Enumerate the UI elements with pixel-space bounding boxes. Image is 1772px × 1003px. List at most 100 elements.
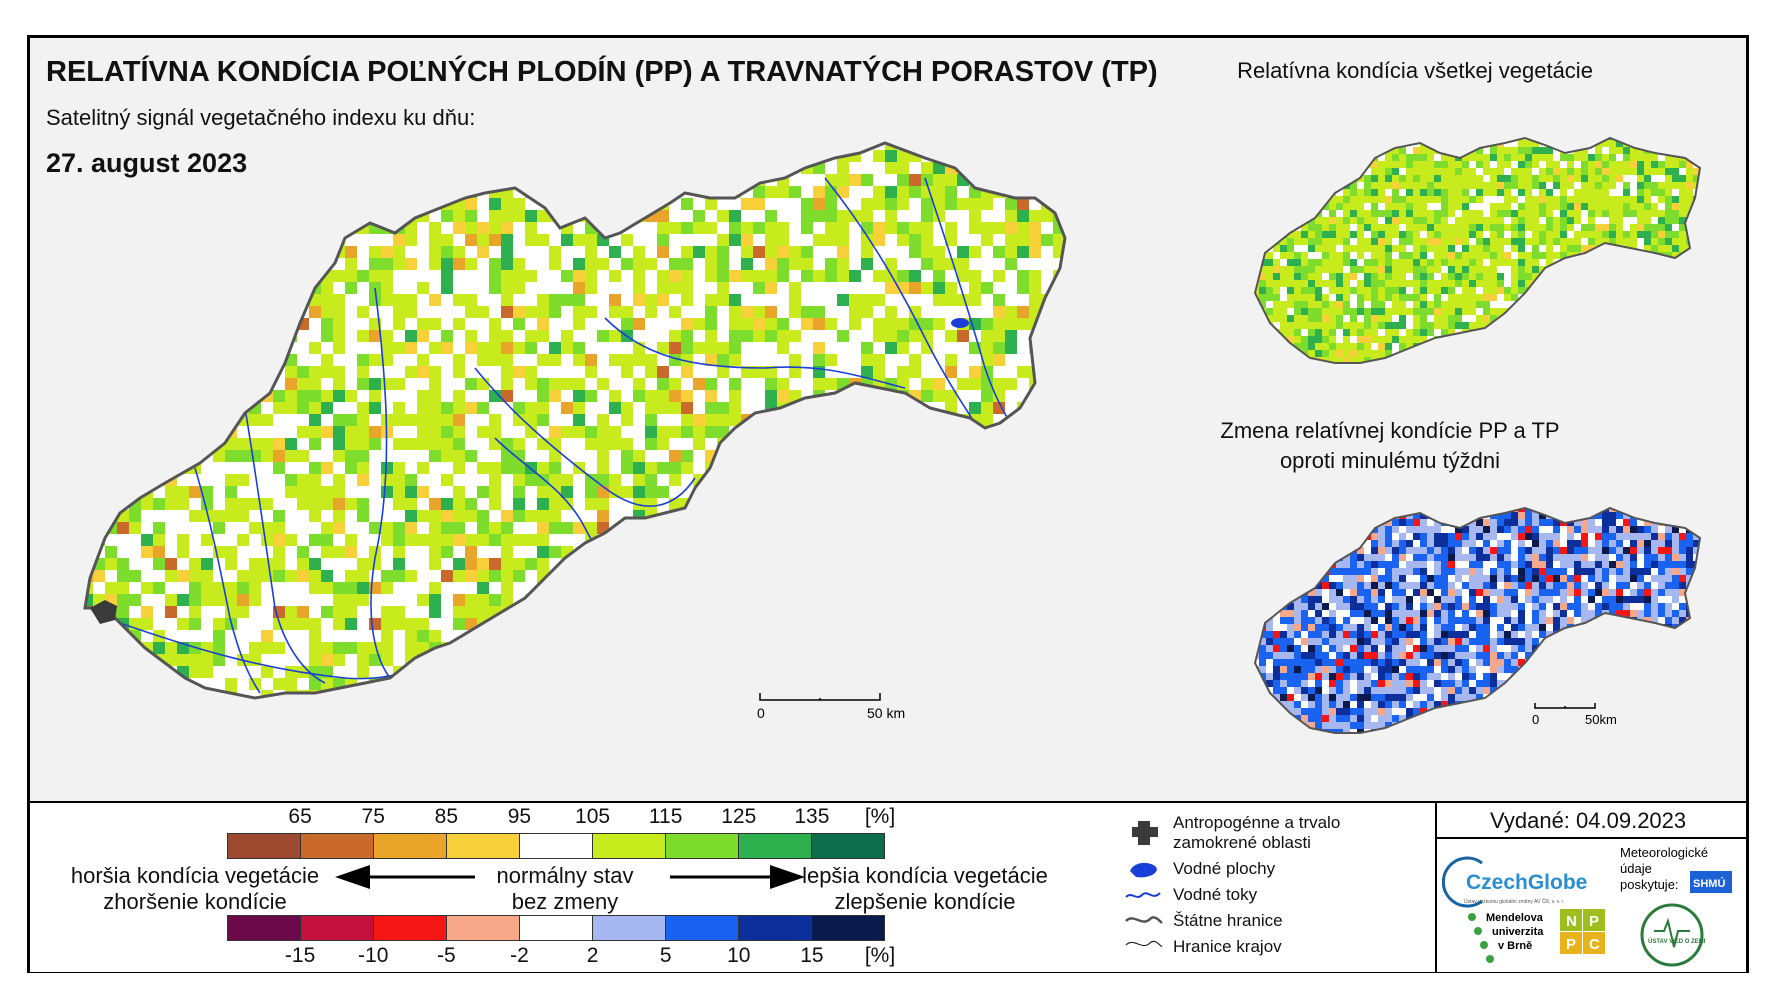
main-condition-map: 0 50 km — [83, 141, 1067, 721]
map-legend-anthropogenic: Antropogénne a trvalo zamokrené oblasti — [1173, 813, 1341, 852]
chg-ticks-label: -5 — [436, 944, 456, 967]
nppc-letter-3: P — [1566, 936, 1576, 953]
cond-bar-swatch — [228, 834, 301, 858]
legend-center-line1: normálny stav — [496, 863, 634, 888]
issued-divider — [1437, 837, 1746, 839]
chg-bar-swatch — [447, 916, 520, 940]
nppc-letter-2: P — [1589, 913, 1599, 930]
urban-area-bratislava — [90, 600, 117, 624]
map-legend-water-bodies: Vodné plochy — [1173, 859, 1276, 878]
legend-panel: 65 75 85 95 105 115 125 135 [%] horšia kondícia… — [30, 801, 1746, 972]
condition-raster — [85, 143, 1065, 698]
chg-bar-swatch — [520, 916, 593, 940]
water-body — [951, 318, 969, 328]
chg-bar-swatch — [593, 916, 666, 940]
cond-ticks-label: 95 — [507, 805, 532, 828]
cond-bar-swatch — [812, 834, 884, 858]
main-map-area: RELATÍVNA KONDÍCIA POĽNÝCH PLODÍN (PP) A… — [30, 38, 1746, 800]
chg-bar-swatch — [374, 916, 447, 940]
state-border-icon — [1125, 916, 1163, 924]
map-legend-region-border: Hranice krajov — [1173, 937, 1282, 956]
nppc-letter-1: N — [1566, 913, 1577, 930]
cond-bar-swatch — [447, 834, 520, 858]
czechglobe-logo-text: CzechGlobe — [1466, 871, 1587, 894]
partner-logos: CzechGlobe Ústav výzkumu globální změny … — [1442, 845, 1732, 967]
inset2-raster — [1255, 508, 1700, 733]
inset1-border — [1253, 136, 1702, 364]
page-title: RELATÍVNA KONDÍCIA POĽNÝCH PLODÍN (PP) A… — [46, 56, 1158, 88]
inset2-border — [1253, 506, 1702, 734]
cond-ticks-label: 75 — [361, 805, 385, 828]
inset-bottom-title-line1: Zmena relatívnej kondície PP a TP — [1220, 418, 1560, 443]
shmu-logo-text: SHMÚ — [1693, 877, 1725, 890]
cond-ticks-label: 65 — [288, 805, 312, 828]
water-stream-icon — [1125, 892, 1161, 898]
main-scalebar-end: 50 km — [867, 705, 905, 721]
issued-date: Vydané: 04.09.2023 — [1490, 808, 1687, 833]
met-data-text-2: údaje — [1620, 861, 1652, 876]
chg-ticks-label: -10 — [358, 944, 389, 967]
mendel-logo-text-1: Mendelova — [1486, 912, 1544, 924]
mendel-logo-icon — [1468, 913, 1476, 921]
uvz-logo-icon — [1640, 903, 1704, 967]
met-data-text-3: poskytuje: — [1620, 877, 1679, 892]
legend-left-line2: zhoršenie kondície — [103, 889, 287, 914]
anthropogenic-area-icon — [1132, 821, 1158, 845]
cond-bar-swatch — [374, 834, 447, 858]
inset-all-vegetation-map — [1253, 136, 1702, 364]
inset-bottom-title-line2: oproti minulému týždni — [1279, 448, 1501, 473]
cond-bar-swatch — [593, 834, 666, 858]
legend-left-line1: horšia kondícia vegetácie — [70, 863, 320, 888]
met-data-text-1: Meteorologické — [1620, 845, 1708, 860]
change-unit: [%] — [864, 944, 896, 967]
inset-scalebar-end: 50km — [1585, 712, 1617, 727]
legend-right-line1: lepšia kondícia vegetácie — [802, 863, 1048, 888]
nppc-logo-icon: N P P C — [1560, 909, 1605, 954]
water-body-icon — [1130, 862, 1157, 878]
uvz-logo-text: ÚSTAV VIED O ZEMI — [1648, 938, 1706, 945]
chg-ticks-label: -2 — [510, 944, 529, 967]
legend-right-line2: zlepšenie kondície — [834, 889, 1016, 914]
chg-bar-swatch — [812, 916, 884, 940]
czechglobe-logo-icon — [1442, 856, 1483, 908]
inset-scalebar-zero: 0 — [1532, 712, 1539, 727]
inset1-raster — [1255, 138, 1700, 363]
date-label: 27. august 2023 — [46, 148, 248, 178]
cond-ticks-label: 125 — [721, 805, 757, 828]
region-border-icon — [1125, 940, 1163, 948]
cond-bar-swatch — [520, 834, 593, 858]
legend-center-line2: bez zmeny — [511, 889, 619, 914]
map-symbols — [1125, 821, 1163, 948]
mendel-logo-text-3: v Brně — [1498, 940, 1532, 952]
chg-bar-swatch — [301, 916, 374, 940]
condition-unit: [%] — [864, 805, 896, 828]
cond-ticks-label: 105 — [575, 805, 611, 828]
nppc-letter-4: C — [1589, 936, 1600, 953]
chg-bar-swatch — [666, 916, 739, 940]
rivers-layer — [104, 177, 1011, 694]
cond-ticks-label: 135 — [794, 805, 830, 828]
legend-arrows — [335, 865, 805, 889]
cond-ticks-label: 115 — [648, 805, 683, 828]
map-legend-streams: Vodné toky — [1173, 885, 1258, 904]
chg-ticks-label: 2 — [586, 944, 599, 967]
mendel-logo-text-2: univerzita — [1492, 926, 1544, 938]
chg-ticks-label: -15 — [284, 944, 316, 967]
page-subtitle: Satelitný signál vegetačného indexu ku d… — [46, 105, 476, 130]
shmu-logo-icon — [1690, 871, 1732, 893]
cond-bar-swatch — [666, 834, 739, 858]
main-scalebar — [759, 693, 881, 701]
czechglobe-logo-subtext: Ústav výzkumu globální změny AV ČR, v. v… — [1464, 898, 1564, 905]
arrow-left-head-icon — [335, 865, 370, 889]
change-colorbar — [227, 915, 885, 941]
cond-bar-swatch — [301, 834, 374, 858]
chg-ticks-label: 15 — [800, 944, 824, 967]
cond-bar-swatch — [739, 834, 812, 858]
legend-separator — [1435, 803, 1437, 972]
inset-top-title: Relatívna kondícia všetkej vegetácie — [1237, 58, 1593, 83]
chg-bar-swatch — [228, 916, 301, 940]
chg-ticks-label: 10 — [727, 944, 751, 967]
inset-scalebar — [1534, 703, 1596, 709]
map-frame: RELATÍVNA KONDÍCIA POĽNÝCH PLODÍN (PP) A… — [27, 35, 1749, 973]
chg-ticks-label: 5 — [659, 944, 672, 967]
